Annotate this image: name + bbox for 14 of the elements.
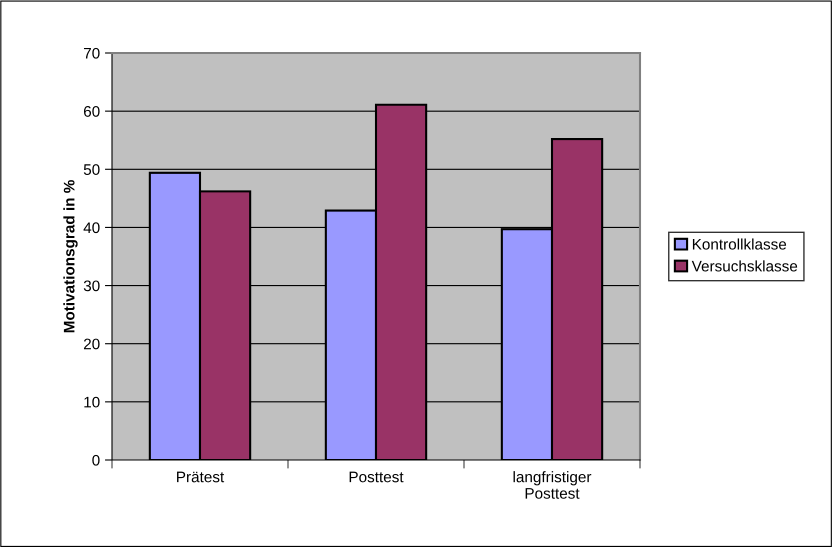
y-axis-title: Motivationsgrad in % bbox=[63, 180, 78, 332]
y-tick-label: 40 bbox=[84, 222, 100, 234]
y-tick-label: 50 bbox=[84, 164, 100, 175]
y-tick-label: 70 bbox=[84, 48, 100, 59]
x-tick-label: langfristiger Posttest bbox=[514, 471, 592, 499]
x-tick-label: Prätest bbox=[177, 472, 224, 482]
y-tick-label: 0 bbox=[92, 454, 100, 466]
x-tick-label: Posttest bbox=[350, 472, 404, 482]
legend-label: Kontrollklasse bbox=[692, 238, 786, 250]
y-tick-label: 10 bbox=[84, 396, 100, 408]
y-tick-label: 30 bbox=[84, 280, 100, 292]
legend-label: Versuchsklasse bbox=[692, 260, 798, 272]
y-tick-label: 60 bbox=[84, 106, 100, 117]
y-tick-label: 20 bbox=[84, 338, 100, 350]
